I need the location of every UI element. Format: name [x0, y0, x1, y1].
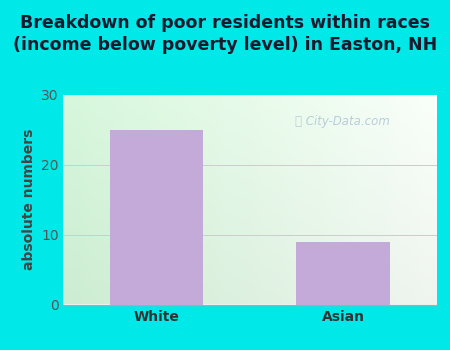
Text: ⓘ City-Data.com: ⓘ City-Data.com — [295, 116, 389, 128]
Bar — [297, 241, 390, 304]
Y-axis label: absolute numbers: absolute numbers — [22, 129, 36, 270]
Bar — [110, 130, 203, 304]
Text: Breakdown of poor residents within races
(income below poverty level) in Easton,: Breakdown of poor residents within races… — [13, 14, 437, 54]
